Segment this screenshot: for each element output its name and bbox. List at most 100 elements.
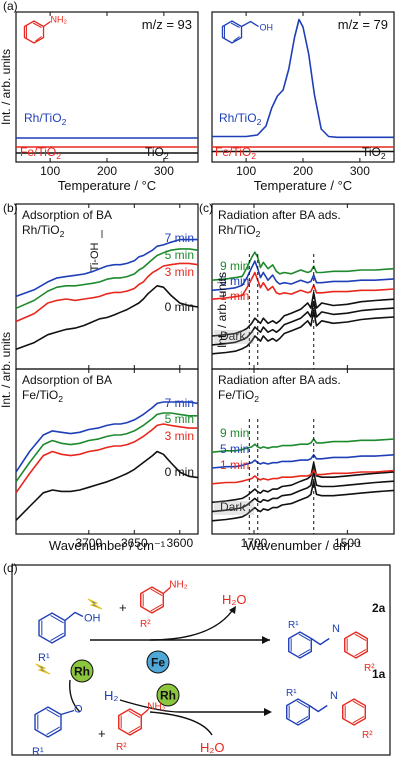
product-1a-right-ring (342, 698, 366, 726)
aniline-bond (43, 20, 51, 28)
mz-annotation-a-left: m/z = 93 (142, 17, 192, 32)
product-1a-right-ring-double-bond (352, 715, 365, 724)
series-label-c-bottom: 1 min (220, 458, 249, 472)
scheme-h2-label: H₂ (104, 688, 118, 703)
scheme-arrowhead-h2o (229, 606, 236, 614)
product-1a-n: N (330, 690, 338, 702)
line-b-bottom-7min (15, 401, 199, 473)
product-1a-r1: R¹ (286, 688, 297, 699)
line-c-bottom-dark-2 (211, 480, 395, 522)
a-left-tick-label: 100 (40, 164, 60, 178)
line-a-right-rhtio2 (212, 18, 394, 139)
scheme-benzyl-alcohol (38, 612, 66, 644)
series-label-fe-a2: Fe/TiO2 (215, 145, 256, 161)
line-b-top-0min (15, 285, 199, 350)
panel-label-b: (b) (3, 201, 18, 215)
series-label-rh-a: Rh/TiO2 (24, 111, 67, 127)
product-1a-right-ring-double-bond (352, 700, 365, 709)
product-2a-r2: R² (364, 663, 375, 674)
line-c-bottom-dark-1 (211, 471, 395, 513)
dark-highlight-bottom (214, 501, 254, 515)
product-1a-left-ring-ring (286, 698, 310, 726)
series-label-rh-a2: Rh/TiO2 (219, 111, 262, 127)
dark-highlight-top (214, 330, 254, 344)
series-label-b-top: 3 min (165, 265, 194, 279)
scheme-arrowhead-top (262, 636, 270, 644)
panel-a-right-frame (211, 11, 395, 163)
series-label-b-bottom: 0 min (165, 465, 194, 479)
scheme-benzaldehyde-double-bond (46, 726, 60, 736)
scheme-aniline-top-ring (140, 586, 164, 614)
y-axis-label-c: Int. / arb. units (215, 272, 229, 348)
line-c-bottom-dark-0 (211, 461, 395, 504)
scheme-benzyl-alcohol-double-bond (50, 614, 64, 624)
y-axis-label-a: Int. / arb. units (0, 49, 13, 125)
scheme-h2o-top: H₂O (222, 592, 247, 607)
scheme-o-label: O (74, 704, 83, 716)
series-label-tio2-a2: TiO2 (362, 145, 386, 161)
scheme-aniline-top-double-bond (150, 588, 163, 597)
product-2a-right-ring-double-bond (354, 648, 367, 657)
product-1a-left-ring-double-bond (296, 700, 309, 709)
subtitle-b-top: Rh/TiO2 (22, 223, 65, 239)
a-right-tick-label: 100 (236, 164, 256, 178)
series-label-b-bottom: 5 min (165, 412, 194, 426)
product-2a-left-ring (288, 631, 312, 659)
series-label-b-bottom: 7 min (165, 396, 194, 410)
subtitle-b-bottom: Fe/TiO2 (22, 388, 63, 404)
aniline-icon-bond (32, 22, 42, 28)
scheme-aniline-bottom-ring (118, 708, 142, 736)
product-2a-label: 2a (372, 601, 386, 615)
scheme-benzaldehyde-ring (34, 706, 62, 738)
ti-oh-annotation: Ti-OH (89, 242, 101, 271)
aniline-icon-bond (35, 36, 42, 42)
scheme-benzaldehyde (34, 706, 62, 738)
scheme-aniline-bottom-double-bond (128, 725, 141, 734)
line-b-bottom-5min (15, 412, 198, 483)
x-axis-label-a-left: Temperature / °C (58, 178, 156, 193)
series-label-fe-a: Fe/TiO2 (20, 145, 61, 161)
product-1a-r2: R² (362, 730, 373, 741)
lightning-icon-shape (87, 598, 103, 610)
line-b-top-5min (15, 248, 199, 310)
rh-metal-icon (70, 659, 94, 683)
benzyl-alcohol-oh-label: OH (260, 23, 274, 33)
scheme-benzyl-alcohol-double-bond (50, 632, 64, 642)
scheme-arrow-bottom (119, 699, 270, 713)
line-c-bottom-9min (211, 438, 395, 453)
series-label-c-top: Dark (220, 329, 246, 343)
x-axis-label-a-right: Temperature / °C (254, 178, 352, 193)
b-bottom-tick-label: 3600 (166, 536, 193, 550)
scheme-nh2-bond-bottom (140, 708, 149, 717)
scheme-aniline-top-double-bond (150, 603, 163, 612)
c-bottom-tick-label: 1700 (241, 536, 268, 550)
panel-label-c: (c) (199, 201, 213, 215)
product-1a-left-ring (286, 698, 310, 726)
line-c-top-dark-2 (211, 309, 395, 355)
panel-label-d: (d) (3, 561, 18, 575)
series-label-c-top: 1 min (220, 289, 249, 303)
product-2a-left-ring-double-bond (298, 648, 311, 657)
scheme-nh2-bond-top (162, 586, 171, 595)
product-2a-right-ring-ring (344, 631, 368, 659)
scheme-ch2-bond (64, 611, 84, 622)
series-label-c-bottom: 9 min (220, 426, 249, 440)
a-right-tick-label: 300 (350, 164, 370, 178)
scheme-plus-bottom: + (98, 726, 106, 741)
line-b-bottom-3min (15, 423, 198, 494)
aniline-icon-ring (23, 20, 45, 44)
benzyl-alcohol-icon-ring (221, 20, 243, 44)
a-left-tick-label: 300 (154, 164, 174, 178)
scheme-oh-label: OH (84, 613, 101, 625)
title-b-top: Adsorption of BA (22, 208, 112, 222)
scheme-aniline-bottom (118, 708, 142, 736)
rh-metal-icon-label: Rh (74, 665, 90, 679)
x-axis-label-c: Wavenumber / cm⁻¹ (245, 538, 362, 553)
series-label-b-bottom: 3 min (165, 429, 194, 443)
scheme-arrow-top-curve (149, 610, 233, 641)
product-2a-right-ring-double-bond (354, 633, 367, 642)
fe-metal-icon (146, 650, 170, 674)
aniline-nh2-label: NH₂ (51, 15, 68, 25)
title-b-bottom: Adsorption of BA (22, 373, 112, 387)
lightning-icon-2-shape (35, 663, 51, 675)
